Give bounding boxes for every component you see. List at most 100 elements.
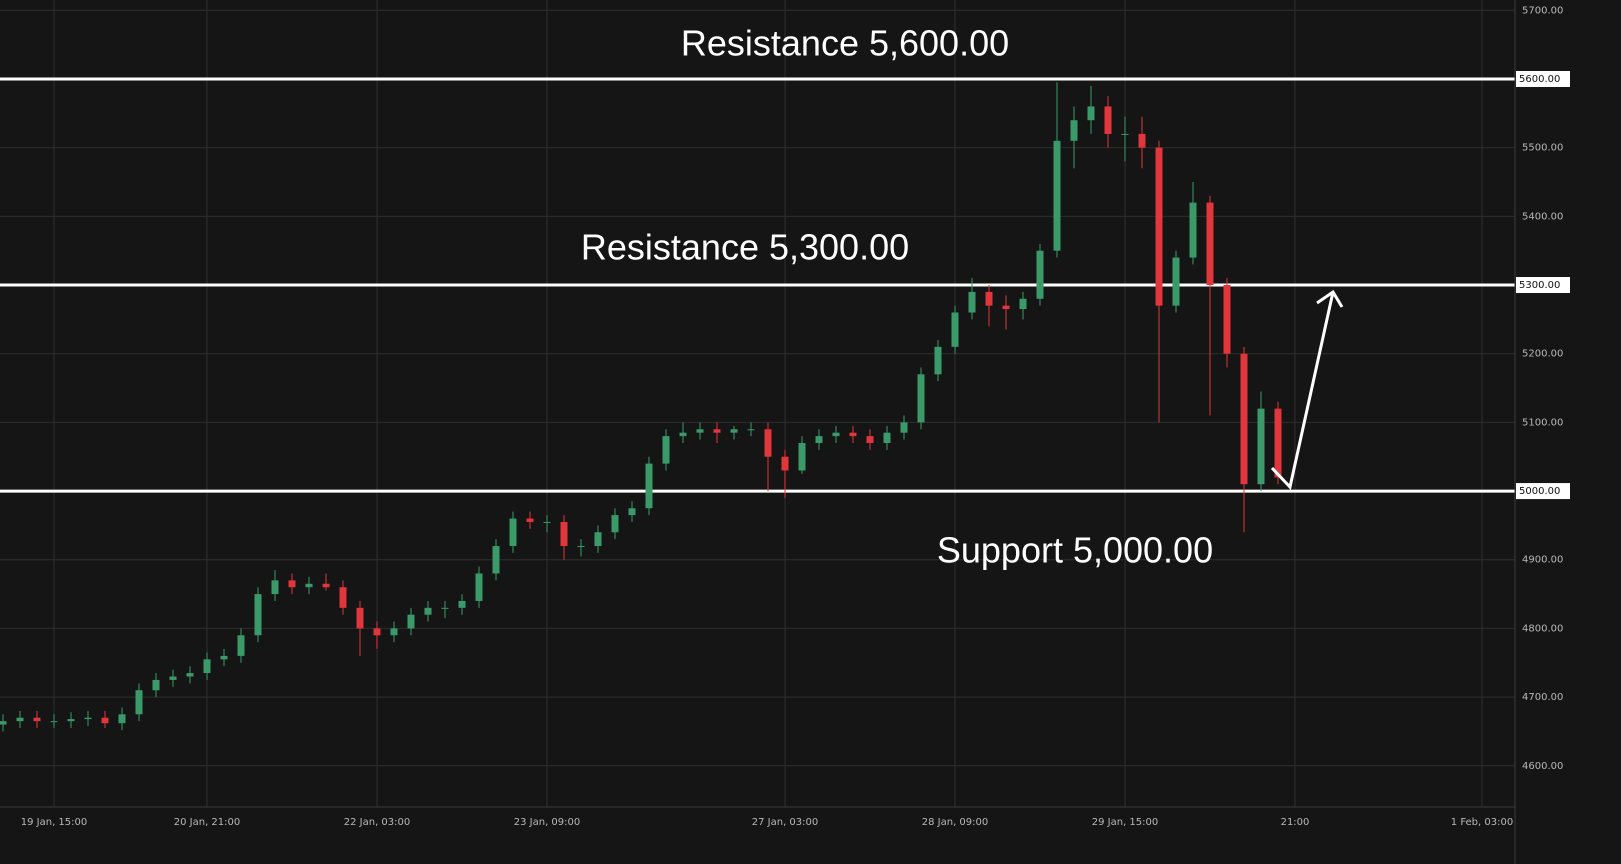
candle-body: [645, 463, 653, 509]
candle-body: [152, 679, 160, 691]
y-tick-label: 4900.00: [1522, 555, 1563, 566]
candle-body: [1002, 305, 1010, 310]
candle-body: [764, 429, 772, 457]
candle-body: [509, 518, 517, 547]
x-tick-label: 1 Feb, 03:00: [1451, 817, 1513, 828]
candle-body: [33, 717, 41, 722]
y-tick-label: 5100.00: [1522, 417, 1563, 428]
x-tick-label: 21:00: [1281, 817, 1310, 828]
candle-body: [101, 717, 109, 724]
candle-body: [373, 628, 381, 636]
candle-body: [339, 587, 347, 608]
candle-body: [118, 714, 126, 724]
x-tick-label: 23 Jan, 09:00: [514, 817, 581, 828]
candle-body: [288, 580, 296, 588]
candle-body: [67, 719, 75, 722]
candle-body: [679, 432, 687, 437]
candle-body: [560, 521, 568, 547]
candle-body: [781, 456, 789, 471]
x-tick-label: 20 Jan, 21:00: [174, 817, 241, 828]
candle-body: [1274, 408, 1282, 478]
x-tick-label: 29 Jan, 15:00: [1092, 817, 1159, 828]
arrow-head: [1316, 289, 1344, 308]
candle-body: [441, 607, 449, 609]
candle-body: [0, 721, 7, 725]
candle-body: [883, 432, 891, 443]
y-tick-label: 5400.00: [1522, 211, 1563, 222]
candle-body: [815, 436, 823, 443]
candle-body: [322, 583, 330, 588]
candle-body: [1087, 106, 1095, 121]
candle-body: [254, 594, 262, 636]
candle-body: [424, 607, 432, 615]
candle-body: [203, 659, 211, 674]
y-tick-label: 5200.00: [1522, 349, 1563, 360]
candle-body: [475, 573, 483, 601]
candle-body: [16, 717, 24, 722]
x-tick-label: 28 Jan, 09:00: [922, 817, 989, 828]
level-tag: 5600.00: [1519, 74, 1560, 85]
candle-body: [1172, 257, 1180, 306]
x-tick-label: 27 Jan, 03:00: [752, 817, 819, 828]
candle-body: [1257, 408, 1265, 485]
candle-body: [917, 374, 925, 423]
candle-body: [713, 429, 721, 433]
level-tag-bg: [1516, 483, 1570, 500]
candle-body: [1138, 133, 1146, 148]
candle-body: [237, 635, 245, 656]
candle-body: [407, 614, 415, 629]
candle-body: [305, 583, 313, 588]
candle-body: [730, 429, 738, 433]
candle-body: [866, 436, 874, 443]
level-tag: 5300.00: [1519, 280, 1560, 291]
candle-body: [1053, 140, 1061, 251]
candle-body: [1121, 133, 1129, 135]
x-tick-label: 22 Jan, 03:00: [344, 817, 411, 828]
y-tick-label: 5500.00: [1522, 143, 1563, 154]
candle-body: [900, 422, 908, 433]
candle-body: [543, 521, 551, 523]
candle-body: [985, 291, 993, 306]
candle-body: [50, 721, 58, 723]
candle-body: [1240, 353, 1248, 485]
candle-body: [849, 432, 857, 437]
candle-body: [934, 346, 942, 375]
candle-body: [968, 291, 976, 313]
candle-body: [135, 690, 143, 715]
levels: Resistance 5,600.00 Resistance 5,300.00 Su…: [0, 23, 1515, 571]
candle-body: [1036, 250, 1044, 299]
level-tag-bg: [1516, 277, 1570, 294]
candle-body: [186, 673, 194, 677]
candle-body: [611, 515, 619, 533]
candle-body: [169, 676, 177, 680]
candle-body: [492, 546, 500, 574]
x-tick-label: 19 Jan, 15:00: [21, 817, 88, 828]
y-tick-label: 4800.00: [1522, 623, 1563, 634]
candle-body: [798, 442, 806, 471]
level-tag: 5000.00: [1519, 486, 1560, 497]
candle-body: [1019, 298, 1027, 310]
candles: [0, 82, 1282, 732]
candle-body: [1104, 106, 1112, 134]
candle-body: [577, 546, 585, 548]
candle-body: [356, 607, 364, 629]
candle-body: [1155, 147, 1163, 306]
candle-body: [594, 532, 602, 547]
candle-body: [390, 628, 398, 636]
candle-body: [696, 429, 704, 433]
candle-body: [662, 436, 670, 464]
level-annotation: Resistance 5,300.00: [581, 227, 909, 268]
level-annotation: Resistance 5,600.00: [681, 23, 1009, 64]
y-tick-label: 4700.00: [1522, 692, 1563, 703]
candle-body: [1189, 202, 1197, 258]
candle-body: [1223, 285, 1231, 354]
y-tick-label: 5700.00: [1522, 5, 1563, 16]
level-tag-bg: [1516, 70, 1570, 87]
y-tick-label: 4600.00: [1522, 761, 1563, 772]
candle-body: [832, 432, 840, 437]
candle-body: [84, 717, 92, 720]
candle-body: [951, 312, 959, 347]
candle-body: [220, 655, 228, 660]
